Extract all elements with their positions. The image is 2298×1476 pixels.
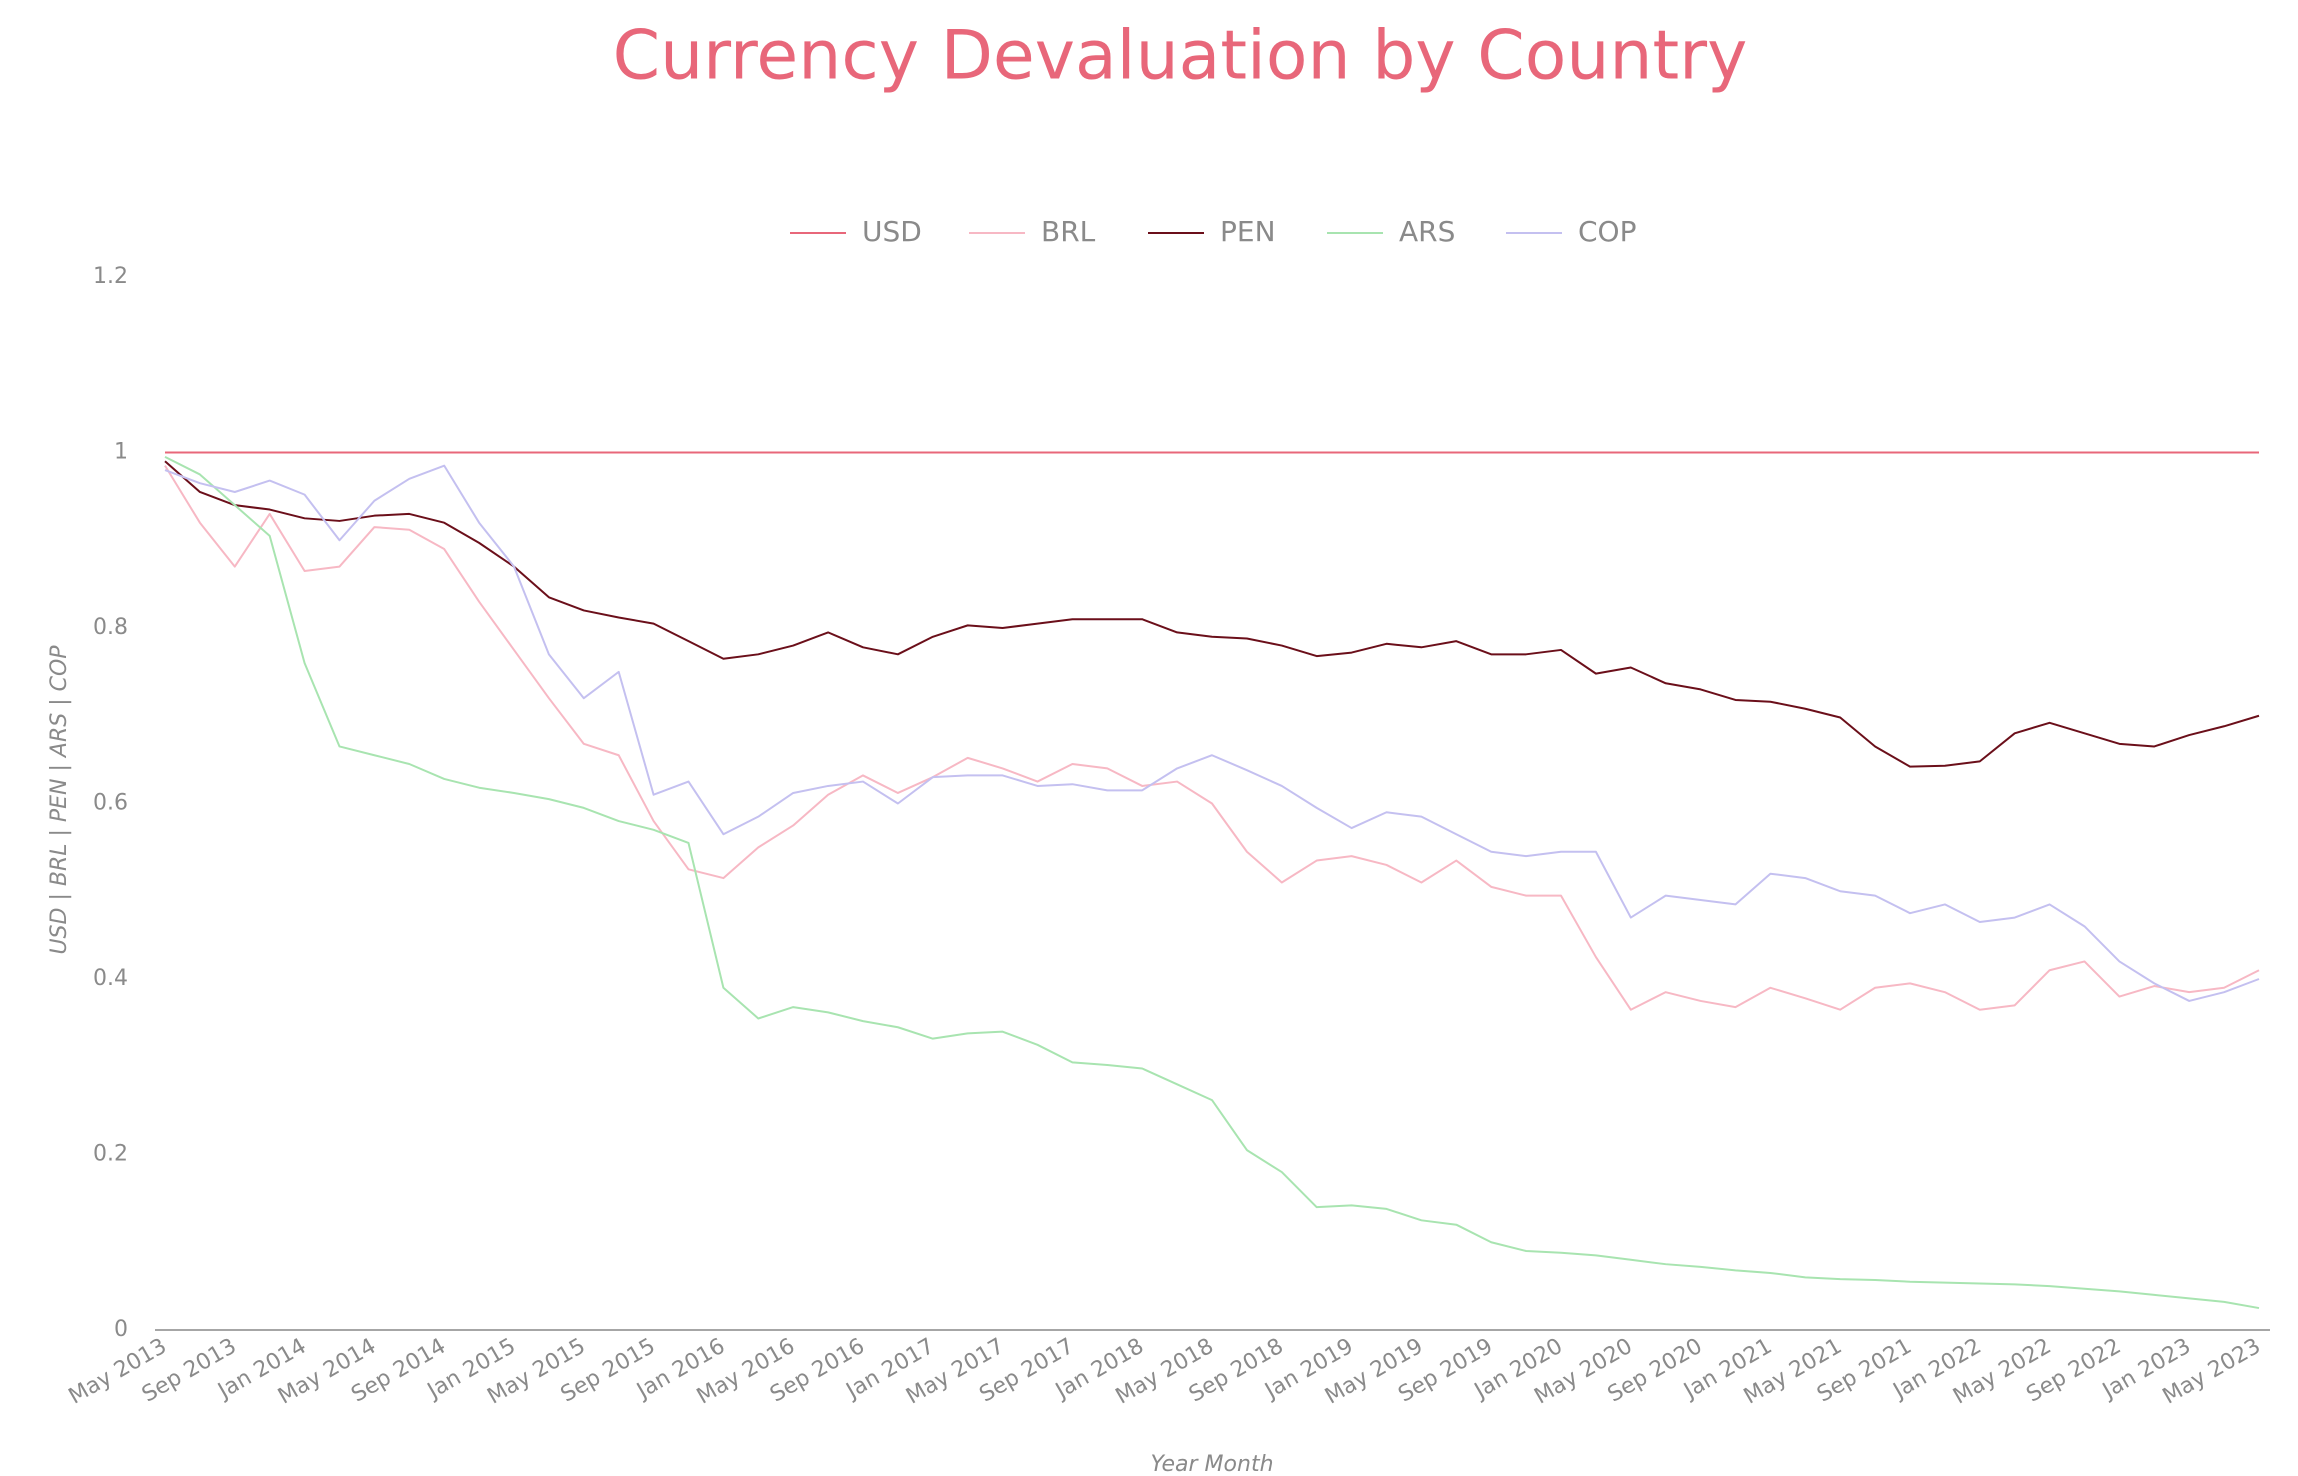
series-line (164, 465, 2260, 1011)
series-line (164, 460, 2260, 768)
legend-label: USD (862, 215, 922, 248)
y-tick-label: 1.2 (93, 264, 128, 289)
chart-title: Currency Devaluation by Country (613, 17, 1748, 96)
x-axis-title: Year Month (1150, 1452, 1273, 1476)
legend-label: PEN (1220, 215, 1276, 248)
y-tick-label: 1 (114, 440, 128, 465)
y-tick-label: 0.4 (93, 966, 128, 991)
y-tick-label: 0.8 (93, 615, 128, 640)
y-tick-label: 0.2 (93, 1142, 128, 1167)
y-axis-title: USD | BRL | PEN | ARS | COP (47, 645, 72, 955)
series-line (164, 455, 2260, 1310)
legend-label: ARS (1399, 215, 1455, 248)
legend-label: BRL (1041, 215, 1096, 248)
y-tick-label: 0 (114, 1317, 128, 1342)
y-tick-label: 0.6 (93, 791, 128, 816)
legend-label: COP (1578, 215, 1636, 248)
series-line (164, 464, 2260, 1002)
